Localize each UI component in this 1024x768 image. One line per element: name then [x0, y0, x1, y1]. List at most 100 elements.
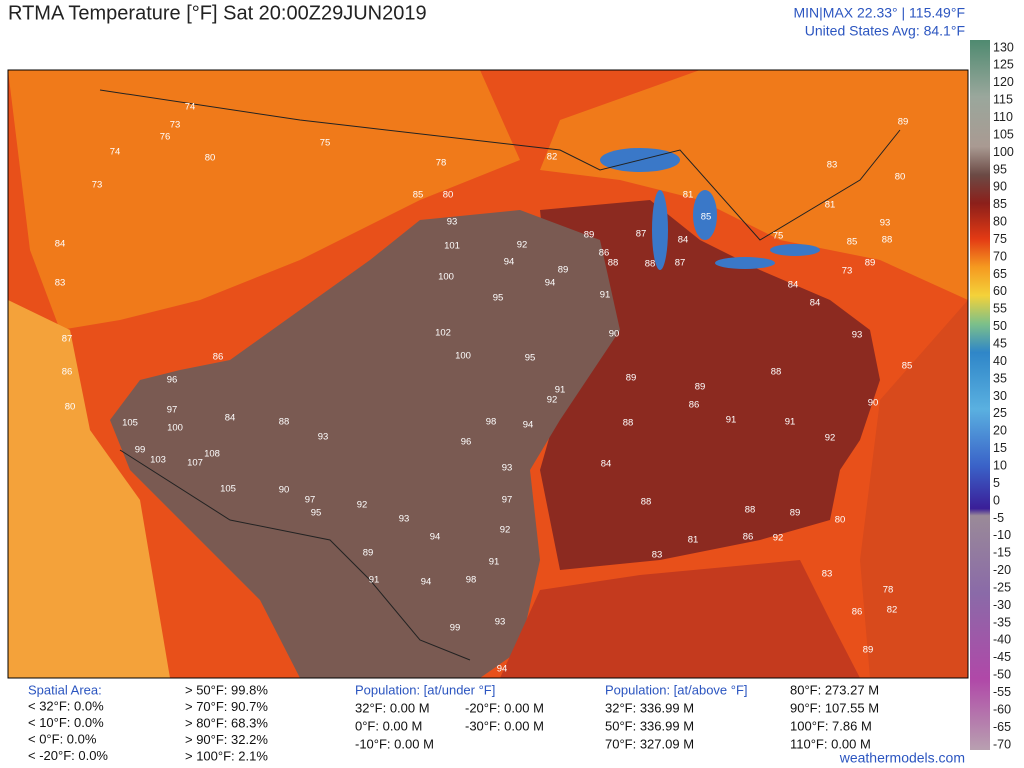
station-value: 84 — [810, 298, 821, 309]
station-value: 85 — [847, 237, 858, 248]
station-value: 91 — [726, 415, 737, 426]
pop-above: 110°F: 0.00 M — [790, 736, 871, 751]
colorbar-label: -35 — [993, 615, 1011, 629]
station-value: 89 — [558, 265, 569, 276]
border — [99, 89, 901, 241]
station-value: 75 — [320, 138, 331, 149]
station-value: 91 — [600, 290, 611, 301]
footer: Spatial Area: Population: [at/under °F] … — [28, 682, 965, 765]
colorbar-label: -70 — [993, 737, 1011, 751]
station-value: 89 — [790, 508, 801, 519]
gulf — [500, 560, 860, 678]
station-value: 97 — [305, 495, 316, 506]
station-value: 80 — [443, 190, 454, 201]
spatial-below: < 10°F: 0.0% — [28, 715, 104, 730]
station-value: 90 — [279, 485, 290, 496]
station-value: 76 — [160, 132, 171, 143]
ocean — [8, 300, 170, 678]
station-value: 73 — [842, 266, 853, 277]
station-value: 93 — [399, 514, 410, 525]
region — [8, 70, 520, 330]
pop-under: -20°F: 0.00 M — [465, 700, 544, 715]
colorbar-label: 130 — [993, 40, 1014, 54]
station-value: 81 — [683, 190, 694, 201]
station-value: 96 — [461, 437, 472, 448]
station-value: 105 — [122, 418, 138, 429]
station-value: 92 — [825, 433, 836, 444]
station-value: 88 — [623, 418, 634, 429]
map — [7, 69, 969, 679]
spatial-below: < -20°F: 0.0% — [28, 748, 108, 763]
station-value: 83 — [827, 160, 838, 171]
colorbar-label: -5 — [993, 511, 1004, 525]
station-value: 101 — [444, 241, 460, 252]
station-value: 92 — [500, 525, 511, 536]
colorbar-label: 30 — [993, 389, 1007, 403]
pop-under-title: Population: [at/under °F] — [355, 682, 495, 697]
average: United States Avg: 84.1°F — [805, 23, 965, 39]
station-value: 85 — [701, 212, 712, 223]
station-value: 89 — [865, 258, 876, 269]
colorbar-label: 105 — [993, 127, 1014, 141]
colorbar-label: -45 — [993, 650, 1011, 664]
station-value: 100 — [438, 272, 454, 283]
colorbar-label: 0 — [993, 493, 1000, 507]
colorbar-label: 55 — [993, 302, 1007, 316]
station-value: 88 — [641, 497, 652, 508]
colorbar-label: 95 — [993, 162, 1007, 176]
station-value: 100 — [455, 351, 471, 362]
station-value: 94 — [504, 257, 515, 268]
station-value: 89 — [626, 373, 637, 384]
station-value: 108 — [204, 449, 220, 460]
station-value: 85 — [902, 361, 913, 372]
station-value: 87 — [62, 334, 73, 345]
region — [540, 200, 880, 570]
colorbar-label: 100 — [993, 145, 1014, 159]
station-value: 84 — [55, 239, 66, 250]
colorbar-label: 10 — [993, 458, 1007, 472]
station-value: 95 — [493, 293, 504, 304]
station-value: 96 — [167, 375, 178, 386]
lake — [770, 244, 820, 256]
colorbar-label: -40 — [993, 633, 1011, 647]
colorbar-label: 85 — [993, 197, 1007, 211]
colorbar-label: 80 — [993, 215, 1007, 229]
region — [110, 210, 620, 678]
station-value: 92 — [773, 533, 784, 544]
colorbar-label: 110 — [993, 110, 1013, 124]
lake — [693, 190, 717, 240]
colorbar-label: 125 — [993, 58, 1014, 72]
colorbar-label: 15 — [993, 441, 1007, 455]
colorbar-label: 5 — [993, 476, 1000, 490]
pop-under: 32°F: 0.00 M — [355, 700, 430, 715]
station-value: 97 — [167, 405, 178, 416]
colorbar-label: 75 — [993, 232, 1007, 246]
station-value: 90 — [868, 398, 879, 409]
colorbar-label: -20 — [993, 563, 1011, 577]
station-value: 91 — [369, 575, 380, 586]
station-value: 92 — [547, 395, 558, 406]
station-value: 88 — [882, 235, 893, 246]
pop-above-title: Population: [at/above °F] — [605, 682, 748, 697]
station-value: 99 — [135, 445, 146, 456]
station-value: 95 — [525, 353, 536, 364]
station-value: 98 — [486, 417, 497, 428]
credit: weathermodels.com — [839, 750, 965, 766]
station-value: 80 — [205, 153, 216, 164]
station-value: 93 — [495, 617, 506, 628]
colorbar-labels: 1301251201151101051009590858075706560555… — [993, 40, 1014, 751]
station-value: 89 — [863, 645, 874, 656]
station-value: 93 — [447, 217, 458, 228]
station-value: 84 — [678, 235, 689, 246]
spatial-above: > 50°F: 99.8% — [185, 682, 268, 697]
colorbar-label: 70 — [993, 249, 1007, 263]
station-value: 93 — [318, 432, 329, 443]
station-value: 91 — [489, 557, 500, 568]
station-value: 94 — [430, 532, 441, 543]
station-value: 86 — [599, 248, 610, 259]
station-value: 73 — [170, 120, 181, 131]
spatial-title: Spatial Area: — [28, 682, 102, 697]
station-value: 94 — [523, 420, 534, 431]
colorbar-label: 20 — [993, 424, 1007, 438]
